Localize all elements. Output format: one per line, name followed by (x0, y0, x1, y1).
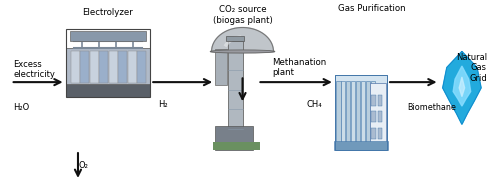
Bar (378, 128, 382, 139)
Ellipse shape (210, 52, 275, 53)
Bar (226, 36, 244, 41)
Bar (99, 51, 108, 83)
Bar (372, 128, 376, 139)
Bar (378, 95, 382, 106)
Bar (361, 81, 365, 148)
Bar (335, 74, 387, 150)
Bar (66, 84, 150, 96)
Bar (356, 81, 360, 148)
Bar (108, 51, 118, 83)
Bar (341, 81, 345, 148)
Text: H₂O: H₂O (13, 103, 30, 113)
Bar (366, 81, 370, 148)
Polygon shape (459, 77, 464, 97)
Polygon shape (442, 52, 481, 124)
Bar (118, 51, 127, 83)
Bar (70, 31, 146, 41)
Bar (212, 142, 260, 150)
Bar (70, 51, 80, 83)
Bar (336, 81, 340, 148)
Text: Biomethane: Biomethane (407, 103, 456, 113)
Bar (346, 81, 350, 148)
Text: H₂: H₂ (158, 100, 168, 109)
Bar (128, 51, 136, 83)
Bar (351, 81, 356, 148)
Text: Electrolyzer: Electrolyzer (82, 8, 134, 17)
Bar (80, 51, 89, 83)
Bar (378, 111, 382, 122)
Text: O₂: O₂ (78, 161, 88, 170)
Text: CH₄: CH₄ (307, 100, 322, 109)
Bar (372, 95, 376, 106)
Bar (371, 81, 375, 148)
Text: Methanation
plant: Methanation plant (272, 58, 326, 77)
Text: CO₂ source
(biogas plant): CO₂ source (biogas plant) (212, 5, 272, 25)
Text: Natural
Gas
Grid: Natural Gas Grid (456, 53, 487, 83)
Bar (372, 111, 376, 122)
Bar (137, 51, 146, 83)
Bar (334, 141, 388, 150)
Bar (215, 126, 253, 150)
Text: Gas Purification: Gas Purification (338, 4, 406, 13)
Bar (66, 30, 150, 96)
Bar (215, 49, 227, 85)
Bar (335, 74, 387, 150)
Bar (90, 51, 98, 83)
Bar (228, 41, 242, 138)
Text: Excess
electricity: Excess electricity (13, 60, 55, 79)
Polygon shape (453, 66, 470, 106)
Bar (370, 83, 386, 145)
Ellipse shape (210, 50, 275, 53)
Bar (66, 47, 150, 84)
Polygon shape (212, 28, 274, 52)
